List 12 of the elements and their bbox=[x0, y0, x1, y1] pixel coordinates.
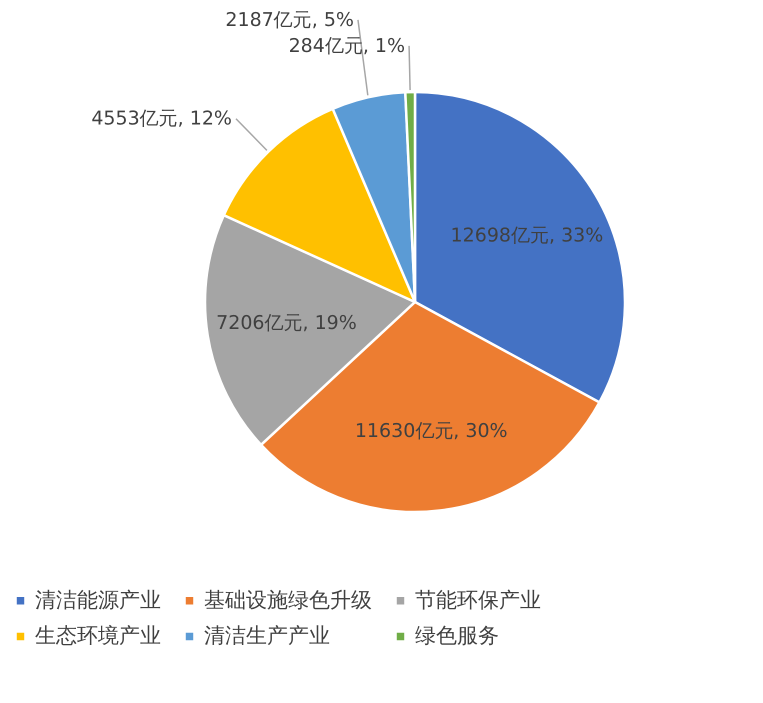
legend-label: 清洁能源产业 bbox=[35, 588, 161, 612]
legend-label: 清洁生产产业 bbox=[204, 624, 330, 648]
legend-label: 生态环境产业 bbox=[35, 624, 161, 648]
data-label: 12698亿元, 33% bbox=[450, 224, 604, 246]
data-label: 11630亿元, 30% bbox=[354, 420, 508, 442]
data-label: 4553亿元, 12% bbox=[91, 108, 232, 130]
legend-label: 基础设施绿色升级 bbox=[204, 588, 372, 612]
data-label: 284亿元, 1% bbox=[288, 34, 406, 57]
data-label: 7206亿元, 19% bbox=[216, 312, 357, 334]
legend-label: 节能环保产业 bbox=[415, 588, 541, 612]
data-label: 2187亿元, 5% bbox=[225, 8, 354, 31]
legend-label: 绿色服务 bbox=[415, 624, 499, 648]
